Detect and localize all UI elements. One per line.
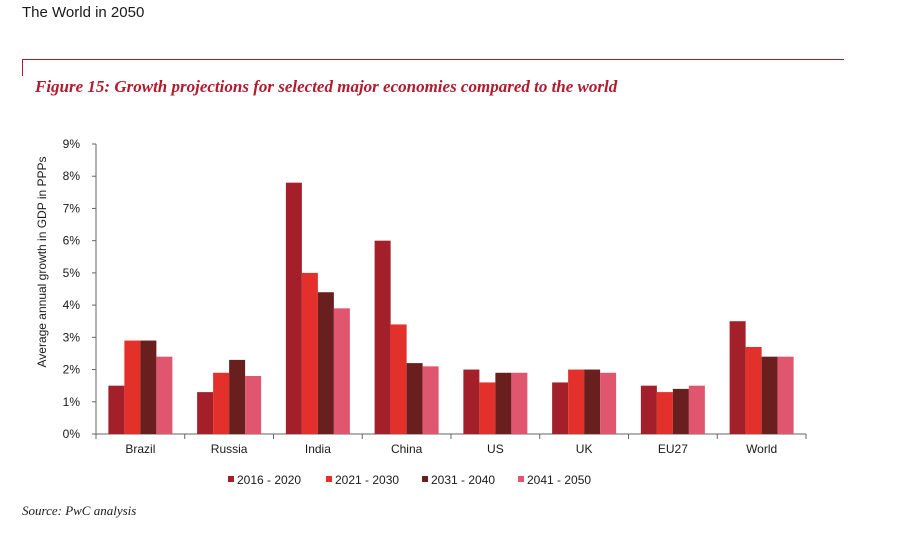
header-divider-tick [22, 59, 23, 76]
bar [333, 308, 350, 434]
bar [213, 372, 230, 434]
source-note: Source: PwC analysis [22, 503, 137, 518]
page-header-title: The World in 2050 [22, 4, 145, 21]
legend-swatch [422, 476, 428, 482]
y-tick-label: 6% [63, 234, 81, 248]
x-tick-label: US [487, 442, 504, 456]
bar [672, 388, 689, 434]
legend-label: 2016 - 2020 [237, 473, 301, 487]
bar [600, 372, 617, 434]
bar [688, 385, 705, 434]
legend-label: 2021 - 2030 [335, 473, 399, 487]
x-tick-label: UK [576, 442, 593, 456]
bar [156, 356, 173, 434]
y-tick-label: 1% [63, 395, 81, 409]
bar [229, 359, 246, 434]
bar [197, 392, 214, 434]
bar [285, 182, 302, 434]
x-tick-labels: Brazil Russia India China US UK EU27 World [125, 442, 777, 456]
bar [140, 340, 157, 434]
bar [422, 366, 439, 434]
y-tick-label: 3% [63, 330, 81, 344]
legend-label: 2041 - 2050 [527, 473, 591, 487]
legend: 2016 - 2020 2021 - 2030 2031 - 2040 2041 - … [228, 473, 591, 487]
bars [108, 182, 794, 434]
bar [108, 385, 125, 434]
bar [374, 240, 391, 434]
bar [761, 356, 778, 434]
x-tick-label: China [391, 442, 423, 456]
bar [124, 340, 141, 434]
bar [656, 392, 673, 434]
bar [406, 363, 423, 434]
y-tick-label: 5% [63, 266, 81, 280]
bar [640, 385, 657, 434]
bar [390, 324, 407, 434]
bar [729, 321, 746, 434]
bar [584, 369, 601, 434]
figure-title: Figure 15: Growth projections for select… [35, 77, 618, 96]
y-tick-label: 7% [63, 201, 81, 215]
y-tick-label: 4% [63, 298, 81, 312]
bar [463, 369, 480, 434]
legend-swatch [518, 476, 524, 482]
y-tick-label: 9% [63, 137, 81, 151]
bar [317, 292, 334, 434]
x-tick-label: India [305, 442, 331, 456]
x-tick-label: EU27 [658, 442, 688, 456]
y-axis-label: Average annual growth in GDP in PPPs [35, 156, 49, 367]
x-tick-label: World [746, 442, 777, 456]
x-tick-label: Russia [211, 442, 248, 456]
bar [552, 382, 569, 434]
y-tick-label: 2% [63, 363, 81, 377]
legend-swatch [326, 476, 332, 482]
y-tick-label: 0% [63, 427, 81, 441]
legend-swatch [228, 476, 234, 482]
bar [568, 369, 585, 434]
bar [245, 376, 262, 434]
y-axis-label-group: Average annual growth in GDP in PPPs [35, 156, 49, 367]
bar [301, 272, 318, 434]
bar [745, 347, 762, 434]
bar [511, 372, 528, 434]
y-tick-labels: 0% 1% 2% 3% 4% 5% 6% 7% 8% 9% [63, 137, 81, 441]
bar [495, 372, 512, 434]
legend-label: 2031 - 2040 [431, 473, 495, 487]
y-tick-label: 8% [63, 169, 81, 183]
header-divider [22, 59, 844, 60]
x-tick-label: Brazil [125, 442, 155, 456]
bar [777, 356, 794, 434]
bar [479, 382, 496, 434]
